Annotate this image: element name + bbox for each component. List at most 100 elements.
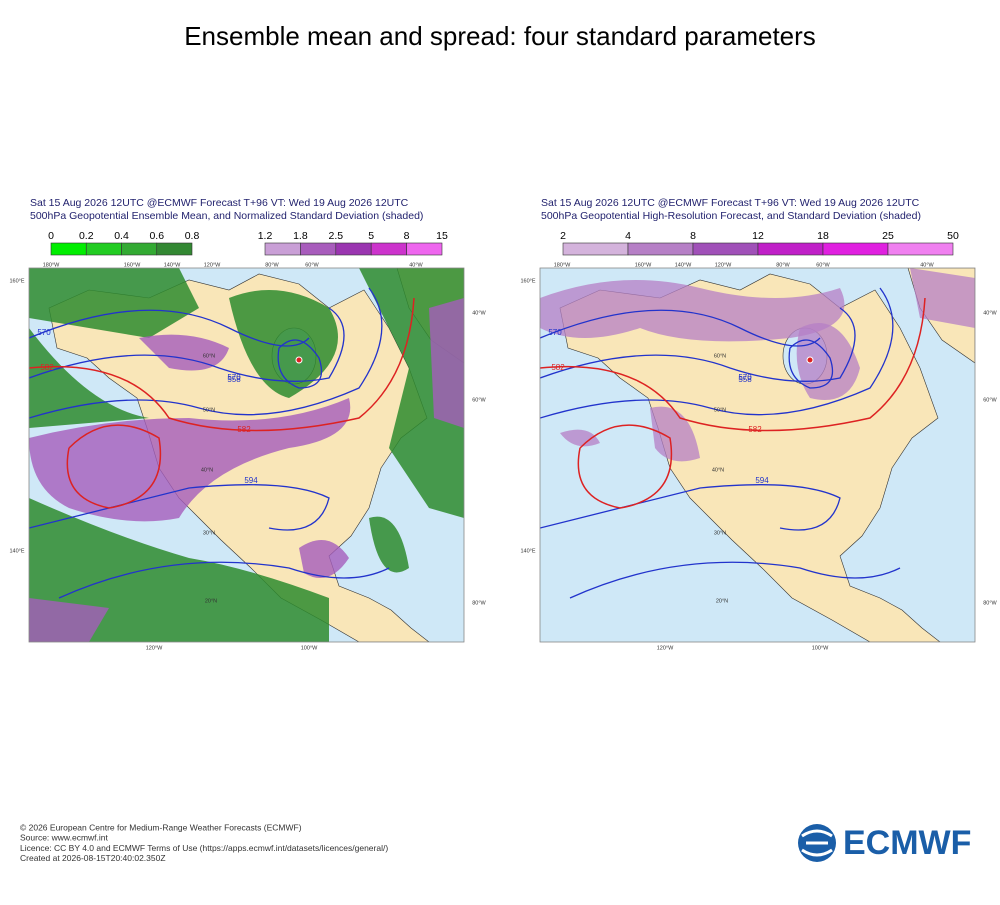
panel-header: 500hPa Geopotential High-Resolution Fore… (541, 210, 921, 222)
spread-purple (299, 540, 349, 578)
colorbar-label: 1.8 (293, 230, 308, 242)
map-label: 582 (551, 363, 565, 372)
colorbar-label: 0.8 (185, 230, 200, 242)
forecast-panel: Sat 15 Aug 2026 12UTC @ECMWF Forecast T+… (520, 197, 997, 652)
map-label: 60°W (305, 262, 319, 268)
contour-red (29, 297, 415, 432)
map-label: 160°W (635, 262, 652, 268)
map-label: 60°W (472, 397, 486, 403)
spread-green (29, 268, 199, 338)
contour-red (540, 297, 926, 432)
colorbar-label: 25 (882, 230, 894, 242)
map-label: 80°W (983, 600, 997, 606)
contour-blue (58, 561, 390, 599)
colorbar-label: 18 (817, 230, 829, 242)
map-label: 120°W (204, 262, 221, 268)
colorbar-box (822, 242, 889, 256)
contour-blue (277, 339, 323, 389)
contour-blue (540, 484, 841, 531)
map-label: 140°W (675, 262, 692, 268)
colorbar-box (692, 242, 759, 256)
contour-blue (29, 309, 310, 347)
contour-blue (29, 484, 330, 531)
map-label: 60°N (714, 353, 726, 359)
map-label: 80°W (776, 262, 790, 268)
map-label: 40°W (409, 262, 423, 268)
colorbar-label: 0.4 (114, 230, 129, 242)
map-label: 160°E (520, 278, 535, 284)
footer-line: Created at 2026-08-15T20:40:02.350Z (20, 853, 166, 863)
colorbar-box (627, 242, 694, 256)
spread-purple (910, 268, 975, 328)
map-label: 582 (748, 425, 762, 434)
map-label: 60°W (983, 397, 997, 403)
spread-purple (560, 429, 600, 447)
map-label: 594 (755, 476, 769, 485)
contour-blue (540, 309, 821, 347)
map-label: 40°W (472, 310, 486, 316)
colorbar-box (300, 242, 337, 256)
contour-blue (540, 287, 894, 419)
colorbar-box (50, 242, 87, 256)
colorbar-label: 12 (752, 230, 764, 242)
contour-blue (788, 339, 834, 389)
map-label: 30°N (203, 530, 215, 536)
map-label: 40°W (983, 310, 997, 316)
colorbar-box (85, 242, 122, 256)
spread-purple (429, 298, 464, 428)
map-label: 40°N (712, 467, 724, 473)
map-label: 20°N (716, 598, 728, 604)
colorbar-box (335, 242, 372, 256)
map-frame (539, 267, 976, 643)
map-label: 60°N (203, 353, 215, 359)
colorbar-label: 8 (404, 230, 410, 242)
map-label: 558 (227, 375, 241, 384)
spread-green (29, 498, 329, 642)
colorbar-box (887, 242, 954, 256)
contour-red (577, 424, 673, 509)
colorbar-box (757, 242, 824, 256)
map-label: 50°N (203, 407, 215, 413)
map-label: 582 (237, 425, 251, 434)
colorbar-label: 0 (48, 230, 54, 242)
colorbar-box (562, 242, 629, 256)
contour-blue (29, 307, 345, 382)
colorbar-label: 0.6 (149, 230, 164, 242)
low-center (295, 356, 303, 364)
colorbar-box (370, 242, 407, 256)
logo-text: ECMWF (843, 824, 971, 862)
spread-purple (650, 406, 700, 462)
map-label: 594 (244, 476, 258, 485)
contour-blue (29, 287, 383, 419)
colorbar-box (156, 242, 193, 256)
map-label: 80°W (265, 262, 279, 268)
map-label: 100°W (812, 645, 829, 651)
map-label: 160°E (9, 278, 24, 284)
map-label: 570 (37, 328, 51, 337)
colorbar-label: 8 (690, 230, 696, 242)
logo-icon-lines (801, 829, 833, 857)
spread-green (29, 328, 149, 428)
colorbar-label: 2.5 (328, 230, 343, 242)
map-content (29, 268, 464, 642)
map: 55857057058258259460°N50°N40°N30°N20°N18… (9, 262, 486, 651)
colorbar-label: 1.2 (258, 230, 273, 242)
colorbar-label: 15 (436, 230, 448, 242)
map-label: 120°W (146, 645, 163, 651)
map: 55857057058258259460°N50°N40°N30°N20°N18… (520, 262, 997, 651)
contour-blue (569, 561, 901, 599)
colorbar-box (121, 242, 158, 256)
colorbar-label: 0.2 (79, 230, 94, 242)
logo: ECMWF (798, 824, 971, 862)
colorbar-label: 2 (560, 230, 566, 242)
footer-line: Source: www.ecmwf.int (20, 833, 108, 843)
map-label: 160°W (124, 262, 141, 268)
map-label: 140°E (520, 548, 535, 554)
map-label: 570 (738, 373, 752, 382)
spread-purple (540, 280, 845, 342)
map-label: 100°W (301, 645, 318, 651)
map-label: 120°W (715, 262, 732, 268)
map-label: 180°W (554, 262, 571, 268)
panel-header: Sat 15 Aug 2026 12UTC @ECMWF Forecast T+… (541, 197, 920, 209)
